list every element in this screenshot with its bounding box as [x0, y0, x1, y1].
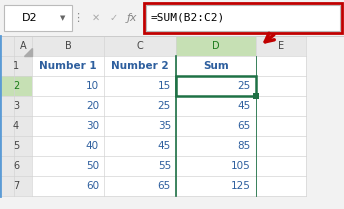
Bar	[0, 76, 32, 96]
Text: 60: 60	[86, 181, 99, 191]
Text: 65: 65	[238, 121, 251, 131]
Text: 15: 15	[158, 81, 171, 91]
Text: 10: 10	[86, 81, 99, 91]
Bar	[0, 36, 32, 196]
Text: ✕: ✕	[92, 13, 100, 23]
Bar	[0, 0, 344, 36]
Text: 45: 45	[158, 141, 171, 151]
Text: 25: 25	[238, 81, 251, 91]
Text: 85: 85	[238, 141, 251, 151]
Text: 6: 6	[13, 161, 19, 171]
Bar	[0, 36, 306, 196]
Text: 45: 45	[238, 101, 251, 111]
Text: 2: 2	[13, 81, 19, 91]
Text: A: A	[20, 41, 26, 51]
Text: 65: 65	[158, 181, 171, 191]
Text: 4: 4	[13, 121, 19, 131]
Text: Number 2: Number 2	[111, 61, 169, 71]
Text: 25: 25	[158, 101, 171, 111]
Bar	[176, 36, 256, 56]
Text: D: D	[212, 41, 220, 51]
Bar	[176, 76, 256, 96]
Text: 7: 7	[13, 181, 19, 191]
Text: 40: 40	[86, 141, 99, 151]
Text: 3: 3	[13, 101, 19, 111]
Text: =SUM(B2:C2): =SUM(B2:C2)	[151, 13, 225, 23]
Text: ✓: ✓	[110, 13, 118, 23]
Bar	[4, 5, 72, 31]
Text: 30: 30	[86, 121, 99, 131]
Text: 5: 5	[13, 141, 19, 151]
Bar	[0, 36, 32, 56]
Bar	[144, 3, 342, 33]
Text: 1: 1	[13, 61, 19, 71]
Text: E: E	[278, 41, 284, 51]
Text: 125: 125	[231, 181, 251, 191]
Text: 55: 55	[158, 161, 171, 171]
Polygon shape	[24, 48, 32, 56]
Text: Number 1: Number 1	[39, 61, 97, 71]
Text: B: B	[65, 41, 71, 51]
Text: 50: 50	[86, 161, 99, 171]
Text: ▼: ▼	[60, 15, 66, 21]
Text: ⋮: ⋮	[73, 13, 84, 23]
Text: Sum: Sum	[203, 61, 229, 71]
Bar	[146, 5, 340, 31]
Bar	[0, 36, 306, 56]
Text: ƒx: ƒx	[127, 13, 137, 23]
Text: C: C	[137, 41, 143, 51]
Text: 20: 20	[86, 101, 99, 111]
Text: 105: 105	[231, 161, 251, 171]
Text: D2: D2	[22, 13, 37, 23]
Text: 35: 35	[158, 121, 171, 131]
